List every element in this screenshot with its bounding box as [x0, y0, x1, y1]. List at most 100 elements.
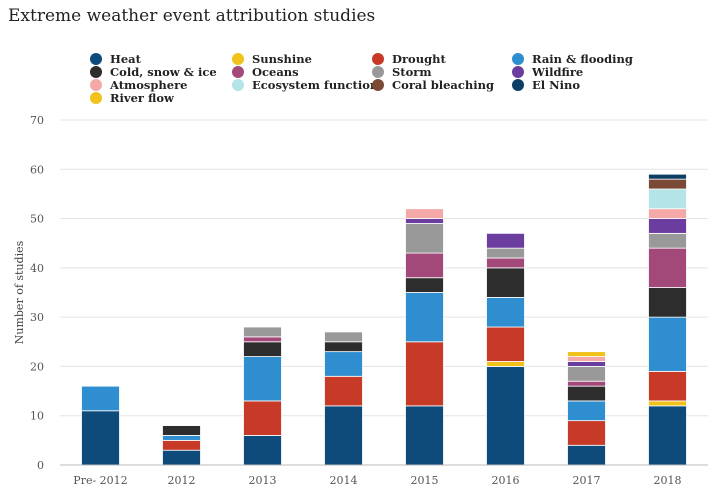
- bar-segment-storm: [243, 326, 282, 338]
- bar-segment-el-nino: [648, 173, 687, 180]
- y-tick-label: 20: [30, 360, 44, 373]
- bar-segment-heat: [648, 405, 687, 466]
- legend-item: Sunshine: [232, 51, 312, 66]
- x-tick-label: 2016: [492, 474, 520, 487]
- bar-segment-wildfire: [486, 232, 525, 249]
- bar-segment-rain-flooding: [567, 400, 606, 422]
- legend-item: Ecosystem function: [232, 77, 379, 92]
- bar-segment-heat: [81, 410, 120, 466]
- legend-label: Heat: [110, 51, 141, 66]
- legend-swatch: [512, 78, 524, 91]
- legend-item: Drought: [372, 51, 446, 66]
- bar-segment-storm: [486, 247, 525, 259]
- legend-label: Storm: [392, 64, 432, 79]
- chart-legend: Heat Sunshine Drought Rain & flooding Cold, …: [0, 0, 718, 110]
- y-tick-label: 60: [30, 163, 44, 176]
- legend-item: River flow: [90, 90, 174, 105]
- legend-swatch: [372, 78, 384, 91]
- bar-segment-cold-snow-ice: [324, 341, 363, 353]
- bar-segment-oceans: [486, 257, 525, 269]
- legend-label: Drought: [392, 51, 446, 66]
- y-tick-label: 40: [30, 262, 44, 275]
- bar-segment-drought: [648, 370, 687, 402]
- bar-segment-sunshine: [648, 400, 687, 407]
- y-axis-title: Number of studies: [13, 240, 26, 344]
- legend-item: El Nino: [512, 77, 581, 92]
- bar-segment-heat: [486, 366, 525, 466]
- y-tick-label: 50: [30, 213, 44, 226]
- bar-segment-cold-snow-ice: [243, 341, 282, 357]
- legend-swatch: [512, 65, 524, 78]
- legend-item: Cold, snow & ice: [90, 64, 217, 79]
- x-tick-label: Pre- 2012: [73, 474, 127, 487]
- legend-swatch: [232, 65, 244, 78]
- bar-segment-cold-snow-ice: [648, 287, 687, 318]
- legend-swatch: [90, 91, 102, 104]
- y-tick-label: 10: [30, 410, 44, 423]
- bar-segment-wildfire: [405, 218, 444, 224]
- legend-label: River flow: [110, 90, 174, 105]
- x-tick-label: 2017: [573, 474, 601, 487]
- bar-segment-oceans: [648, 247, 687, 288]
- bar-segment-heat: [162, 449, 201, 466]
- legend-label: Coral bleaching: [392, 77, 495, 92]
- bar-segment-drought: [162, 439, 201, 451]
- bar-segment-storm: [405, 223, 444, 254]
- chart-title: Extreme weather event attribution studie…: [8, 6, 376, 26]
- y-tick-label: 70: [30, 114, 44, 127]
- bar-segment-rain-flooding: [81, 385, 120, 412]
- bar-segment-cold-snow-ice: [162, 425, 201, 436]
- bar-segment-rain-flooding: [405, 292, 444, 343]
- bar-segment-sunshine: [486, 361, 525, 367]
- bar-segment-rain-flooding: [162, 435, 201, 441]
- legend-swatch: [90, 65, 102, 78]
- bar-segment-heat: [567, 444, 606, 466]
- bar-segment-storm: [324, 331, 363, 343]
- bar-segment-oceans: [405, 252, 444, 279]
- legend-item: Oceans: [232, 65, 299, 79]
- y-tick-label: 0: [37, 459, 44, 472]
- legend-label: Rain & flooding: [532, 51, 633, 66]
- x-tick-label: 2015: [411, 474, 439, 487]
- bar-segment-drought: [486, 326, 525, 362]
- bar-segment-heat: [324, 405, 363, 466]
- legend-item: Atmosphere: [90, 77, 188, 92]
- bar-segment-rain-flooding: [324, 351, 363, 377]
- legend-item: Storm: [372, 64, 432, 79]
- y-tick-label: 30: [30, 311, 44, 324]
- bar-segment-oceans: [243, 336, 282, 343]
- legend-item: Rain & flooding: [512, 51, 633, 66]
- bar-segment-cold-snow-ice: [405, 277, 444, 293]
- bar-segment-drought: [243, 400, 282, 436]
- x-tick-label: 2012: [168, 474, 196, 487]
- x-tick-label: 2014: [330, 474, 358, 487]
- bar-segment-cold-snow-ice: [486, 267, 525, 298]
- bar-segment-storm: [648, 232, 687, 249]
- legend-item: Wildfire: [512, 64, 584, 79]
- legend-label: Atmosphere: [110, 77, 188, 92]
- bar-segment-wildfire: [567, 361, 606, 367]
- x-tick-label: 2013: [249, 474, 277, 487]
- legend-label: El Nino: [532, 77, 581, 92]
- bar-segment-wildfire: [648, 218, 687, 234]
- legend-swatch: [232, 52, 244, 65]
- legend-item: Heat: [90, 51, 141, 66]
- bar-segment-storm: [567, 366, 606, 382]
- bar-segment-ecosystem-function: [648, 188, 687, 210]
- bar-segment-drought: [405, 341, 444, 407]
- bar-segment-drought: [324, 375, 363, 407]
- legend-label: Wildfire: [532, 64, 584, 79]
- legend-swatch: [512, 52, 524, 65]
- legend-swatch: [372, 65, 384, 78]
- bar-segment-atmosphere: [648, 208, 687, 219]
- bar-segment-rain-flooding: [243, 356, 282, 402]
- legend-swatch: [372, 52, 384, 65]
- legend-label: Sunshine: [252, 51, 312, 66]
- legend-swatch: [90, 78, 102, 91]
- legend-label: Ecosystem function: [252, 77, 379, 92]
- bar-segment-drought: [567, 420, 606, 446]
- bar-segment-cold-snow-ice: [567, 385, 606, 402]
- legend-label: Cold, snow & ice: [110, 64, 217, 79]
- bar-segment-heat: [405, 405, 444, 466]
